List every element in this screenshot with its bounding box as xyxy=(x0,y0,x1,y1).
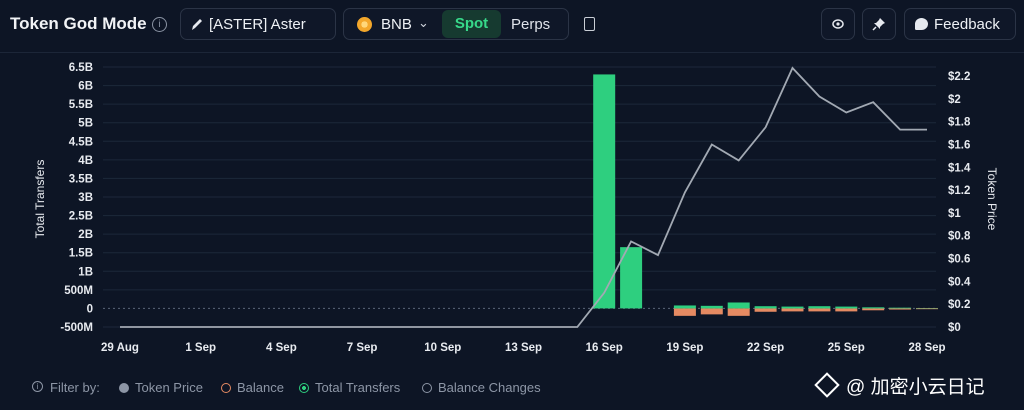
x-tick-label: 7 Sep xyxy=(347,342,378,354)
x-tick-label: 22 Sep xyxy=(747,342,784,354)
feedback-label: Feedback xyxy=(934,16,1000,33)
total-transfers-bar xyxy=(673,305,696,309)
x-tick-label: 1 Sep xyxy=(185,342,216,354)
legend-filter-label: Filter by: xyxy=(50,380,100,395)
y-left-tick-label: 6.5B xyxy=(69,62,93,74)
balance-change-bar xyxy=(862,308,885,311)
top-bar: Token God Mode i [ASTER] Aster BNB ⌄ Spo… xyxy=(0,0,1024,53)
info-circle-icon: i xyxy=(32,381,43,392)
balance-change-bar xyxy=(673,308,696,316)
balance-change-bar xyxy=(808,308,831,312)
y-left-tick-label: 5.5B xyxy=(69,99,93,111)
total-transfers-bar xyxy=(700,305,723,309)
legend-item-token-price[interactable]: Token Price xyxy=(135,380,203,395)
watch-button[interactable] xyxy=(821,8,855,40)
copy-icon[interactable] xyxy=(584,17,595,31)
y-right-tick-label: $2.2 xyxy=(948,71,970,83)
legend-dot-balance-changes[interactable] xyxy=(422,383,432,393)
total-transfers-bar xyxy=(835,306,858,309)
x-tick-label: 25 Sep xyxy=(828,342,865,354)
watermark-logo-icon xyxy=(814,372,840,398)
watermark: @ 加密小云日记 xyxy=(814,372,985,399)
y-left-tick-label: 1B xyxy=(78,266,93,278)
total-transfers-bar xyxy=(889,307,912,309)
y-left-tick-label: 0 xyxy=(87,303,93,315)
token-price-line xyxy=(120,66,927,328)
tab-perps[interactable]: Perps xyxy=(511,16,551,33)
total-transfers-bar xyxy=(593,74,616,309)
x-tick-label: 28 Sep xyxy=(908,342,945,354)
y-left-tick-label: 1.5B xyxy=(69,248,93,260)
pin-button[interactable] xyxy=(862,8,896,40)
y-right-tick-label: $0.4 xyxy=(948,276,971,288)
total-transfers-bar xyxy=(862,307,885,309)
y-left-tick-label: -500M xyxy=(60,322,93,334)
total-transfers-bar xyxy=(781,306,804,309)
y-right-tick-label: $1.8 xyxy=(948,117,971,129)
y-left-tick-label: 2B xyxy=(78,229,93,241)
y-left-axis-label: Total Transfers xyxy=(33,160,47,239)
x-tick-label: 16 Sep xyxy=(586,342,623,354)
y-left-tick-label: 5B xyxy=(78,118,93,130)
total-transfers-bar xyxy=(754,306,777,309)
total-transfers-bar xyxy=(808,306,831,309)
y-right-tick-label: $1.6 xyxy=(948,139,970,151)
legend-dot-balance[interactable] xyxy=(221,383,231,393)
x-tick-label: 4 Sep xyxy=(266,342,297,354)
transfers-price-chart: 6.5B 6B 5.5B 5B 4.5B 4B 3.5B 3B 2.5B 2B 1.5B 1B 500M… xyxy=(33,62,999,354)
y-left-tick-label: 500M xyxy=(64,285,93,297)
y-right-tick-label: $1 xyxy=(948,208,961,220)
info-icon[interactable]: i xyxy=(152,17,167,32)
y-left-tick-label: 3B xyxy=(78,192,93,204)
y-right-axis-label: Token Price xyxy=(985,168,999,231)
total-transfers-bar xyxy=(620,247,643,309)
y-right-tick-label: $0.6 xyxy=(948,254,970,266)
y-right-tick-label: $1.2 xyxy=(948,185,970,197)
y-right-tick-label: $2 xyxy=(948,94,961,106)
legend-item-total-transfers[interactable]: Total Transfers xyxy=(315,380,401,395)
legend-dot-total-transfers[interactable] xyxy=(299,383,309,393)
watermark-text: @ 加密小云日记 xyxy=(846,377,985,398)
balance-change-bar xyxy=(889,308,912,310)
legend-item-balance[interactable]: Balance xyxy=(237,380,284,395)
chain-selector[interactable]: BNB xyxy=(381,16,412,33)
x-tick-label: 29 Aug xyxy=(101,342,139,354)
y-right-tick-label: $0 xyxy=(948,322,961,334)
x-tick-label: 10 Sep xyxy=(424,342,461,354)
token-label: [ASTER] Aster xyxy=(209,16,306,33)
y-left-tick-label: 4B xyxy=(78,155,93,167)
y-right-tick-label: $0.2 xyxy=(948,299,970,311)
y-left-tick-label: 2.5B xyxy=(69,211,93,223)
x-tick-label: 19 Sep xyxy=(666,342,703,354)
balance-change-bar xyxy=(727,308,750,316)
tab-spot[interactable]: Spot xyxy=(442,10,501,38)
pencil-icon xyxy=(192,19,202,30)
eye-icon xyxy=(832,19,844,29)
token-selector-button[interactable]: [ASTER] Aster xyxy=(180,8,336,40)
x-tick-label: 13 Sep xyxy=(505,342,542,354)
balance-change-bar xyxy=(700,308,723,315)
pin-icon xyxy=(872,18,885,31)
page-title: Token God Mode xyxy=(10,14,147,33)
chain-market-group: BNB ⌄ Spot Perps xyxy=(343,8,569,40)
balance-change-bar xyxy=(781,308,804,312)
bnb-chain-icon xyxy=(357,17,372,32)
y-left-tick-label: 4.5B xyxy=(69,136,93,148)
balance-change-bar xyxy=(916,308,938,310)
y-right-tick-label: $0.8 xyxy=(948,231,971,243)
y-left-tick-label: 3.5B xyxy=(69,173,93,185)
balance-change-bar xyxy=(835,308,858,312)
balance-change-bar xyxy=(754,308,777,312)
total-transfers-bar xyxy=(727,302,750,309)
legend-item-balance-changes[interactable]: Balance Changes xyxy=(438,380,541,395)
y-left-tick-label: 6B xyxy=(78,81,93,93)
legend-dot-token-price[interactable] xyxy=(119,383,129,393)
feedback-button[interactable]: Feedback xyxy=(904,8,1016,40)
y-right-tick-label: $1.4 xyxy=(948,162,971,174)
chat-icon xyxy=(915,18,928,30)
chevron-down-icon[interactable]: ⌄ xyxy=(418,15,429,30)
